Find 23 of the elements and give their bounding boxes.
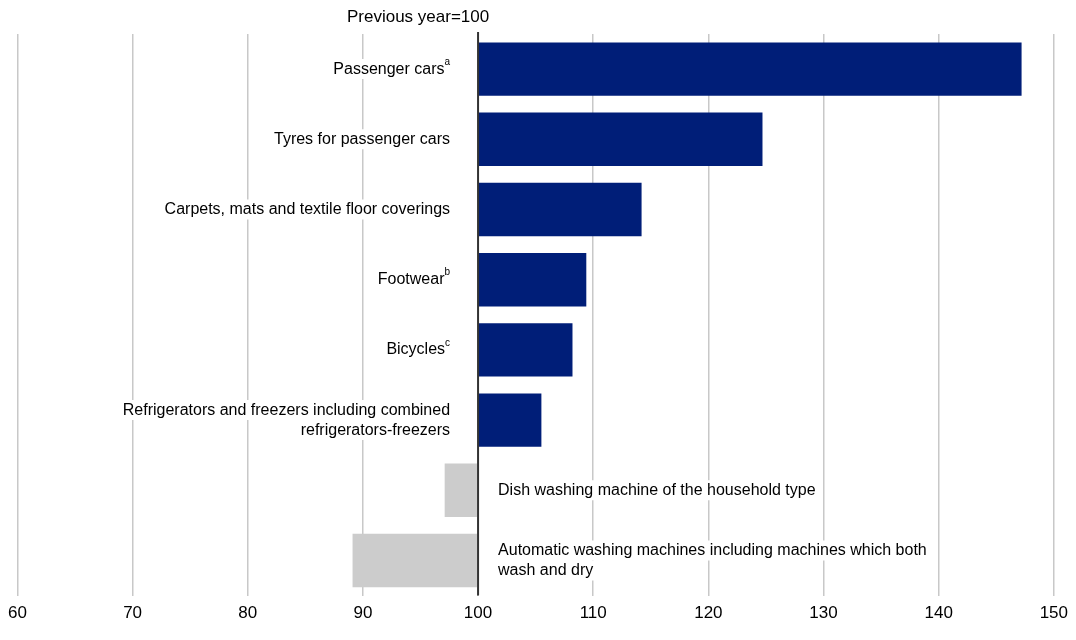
y-tick-label: Carpets, mats and textile floor coverings [164,199,451,217]
y-tick-label: Dish washing machine of the household type [498,480,816,498]
x-tick-label: 150 [1039,603,1069,623]
bar [478,323,573,377]
bar [478,42,1022,96]
y-tick-label: Tyres for passenger cars [273,129,451,147]
bar [478,393,542,447]
x-tick-label: 140 [924,603,953,623]
y-tick-label: Automatic washing machines including machines which both wash and dry [497,540,927,578]
x-tick-label: 60 [7,603,27,623]
y-tick-label: Refrigerators and freezers including combined refrigerators-freezers [122,400,451,438]
x-tick-label: 90 [353,603,373,623]
bar [478,182,642,237]
x-tick-label: 80 [238,603,258,623]
x-tick-label: 120 [694,603,723,623]
x-tick-label: 130 [809,603,838,623]
bar [478,112,763,166]
x-tick-label: 70 [123,603,143,623]
chart-title: Previous year=100 [346,7,490,26]
bar [478,253,587,307]
bar [444,463,479,517]
x-tick-label: 100 [463,603,493,623]
x-tick-label: 110 [579,603,607,623]
